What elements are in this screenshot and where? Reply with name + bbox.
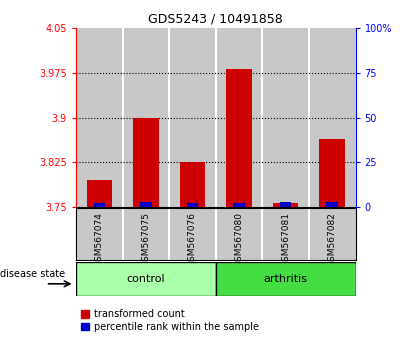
Bar <box>187 203 198 207</box>
Bar <box>76 262 216 296</box>
Bar <box>319 138 345 207</box>
Bar <box>169 28 216 207</box>
Text: GSM567074: GSM567074 <box>95 212 104 267</box>
Text: arthritis: arthritis <box>263 274 308 284</box>
Text: GSM567081: GSM567081 <box>281 212 290 267</box>
Bar <box>216 28 262 207</box>
Bar <box>309 28 356 207</box>
Bar <box>94 203 105 207</box>
Bar <box>233 203 245 207</box>
Bar <box>280 202 291 207</box>
Bar <box>140 202 152 207</box>
Bar <box>180 162 205 207</box>
Bar <box>262 28 309 207</box>
Bar <box>226 69 252 207</box>
Text: GSM567080: GSM567080 <box>235 212 244 267</box>
Bar <box>216 262 356 296</box>
Bar <box>273 203 298 207</box>
Title: GDS5243 / 10491858: GDS5243 / 10491858 <box>148 13 283 26</box>
Text: GSM567082: GSM567082 <box>328 212 337 267</box>
Legend: transformed count, percentile rank within the sample: transformed count, percentile rank withi… <box>81 309 259 332</box>
Bar <box>122 28 169 207</box>
Bar <box>76 28 122 207</box>
Bar <box>133 118 159 207</box>
Text: disease state: disease state <box>0 269 65 279</box>
Text: control: control <box>127 274 165 284</box>
Text: GSM567076: GSM567076 <box>188 212 197 267</box>
Bar <box>87 180 112 207</box>
Text: GSM567075: GSM567075 <box>141 212 150 267</box>
Bar <box>326 202 338 207</box>
